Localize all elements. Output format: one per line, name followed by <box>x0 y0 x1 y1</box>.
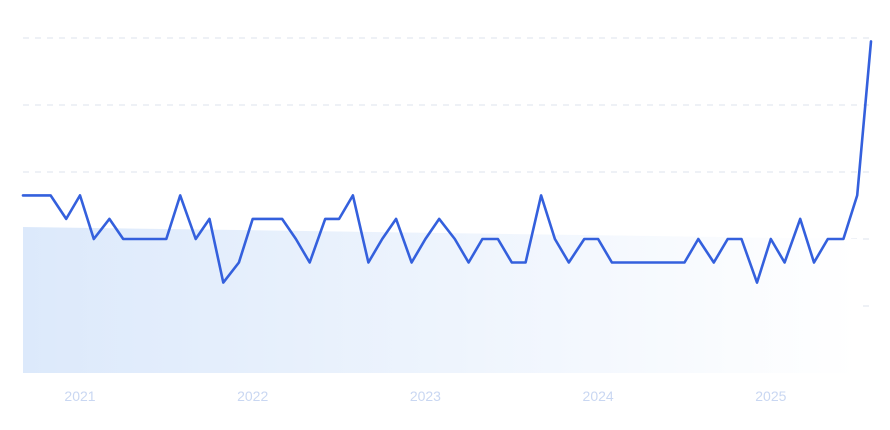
series-line <box>21 40 873 284</box>
x-tick-label: 2022 <box>237 388 268 404</box>
x-axis-ticks: 2021 2022 2023 2024 2025 <box>64 388 786 404</box>
x-tick-label: 2025 <box>755 388 786 404</box>
x-tick-label: 2024 <box>583 388 614 404</box>
x-tick-label: 2023 <box>410 388 441 404</box>
area-fill <box>23 226 858 373</box>
x-tick-label: 2021 <box>64 388 95 404</box>
